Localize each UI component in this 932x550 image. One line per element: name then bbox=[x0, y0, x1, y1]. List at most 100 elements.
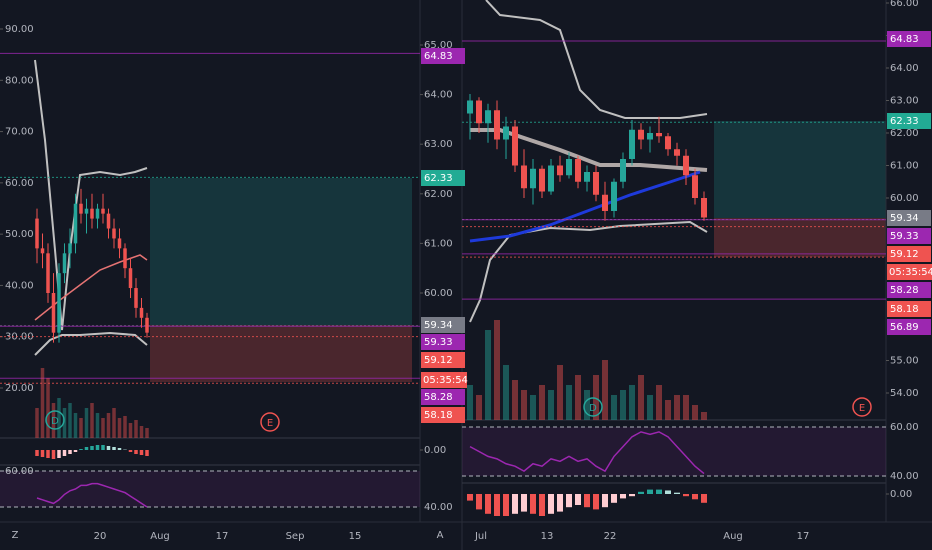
rsi-band bbox=[462, 427, 886, 476]
macd-bar bbox=[40, 450, 45, 457]
macd-bar bbox=[539, 494, 545, 516]
candle-body bbox=[692, 175, 698, 198]
volume-bar bbox=[701, 412, 707, 420]
volume-bar bbox=[530, 395, 536, 420]
lower-band bbox=[469, 220, 708, 323]
macd-bar bbox=[35, 450, 39, 456]
volume-bar bbox=[503, 365, 509, 420]
candle-body bbox=[134, 288, 138, 308]
y2-tick-label: 30.00 bbox=[5, 332, 34, 343]
volume-bar bbox=[593, 375, 599, 420]
macd-bar bbox=[665, 490, 671, 494]
volume-bar bbox=[521, 390, 527, 420]
x-tick-label: 17 bbox=[216, 531, 229, 542]
profit-zone bbox=[714, 121, 886, 218]
x-tick-label: 17 bbox=[797, 531, 810, 542]
price-tag-label: 59.12 bbox=[424, 355, 453, 366]
profit-zone bbox=[150, 178, 412, 325]
macd-bar bbox=[139, 450, 144, 455]
price-tag-label: 64.83 bbox=[424, 51, 453, 62]
candle-body bbox=[46, 253, 50, 293]
volume-bar bbox=[123, 416, 127, 438]
candle-body bbox=[485, 110, 491, 124]
volume-bar bbox=[79, 418, 83, 438]
macd-bar bbox=[683, 494, 689, 497]
candle-body bbox=[62, 253, 67, 274]
macd-tick-label: 0.00 bbox=[890, 489, 912, 500]
volume-bar bbox=[620, 390, 626, 420]
volume-bar bbox=[51, 403, 56, 438]
moving-average bbox=[469, 170, 701, 243]
candle-body bbox=[95, 208, 100, 219]
volume-bar bbox=[629, 385, 635, 420]
macd-bar bbox=[485, 494, 491, 514]
candle-body bbox=[57, 273, 61, 333]
candle-body bbox=[674, 149, 680, 156]
volume-bar bbox=[494, 320, 500, 420]
candle-body bbox=[467, 100, 473, 114]
macd-bar bbox=[566, 494, 572, 508]
candle-body bbox=[476, 100, 482, 124]
volume-bar bbox=[68, 403, 72, 438]
price-tag bbox=[421, 389, 465, 405]
y-tick-label: 63.00 bbox=[890, 96, 919, 107]
countdown: 05:35:54 bbox=[889, 267, 932, 278]
price-tag bbox=[421, 170, 465, 186]
price-tag bbox=[887, 319, 931, 335]
price-tag bbox=[887, 210, 931, 226]
candle-body bbox=[106, 213, 111, 229]
macd-tick-label: 0.00 bbox=[424, 445, 446, 456]
candle-body bbox=[521, 165, 527, 189]
price-tag-label: 59.12 bbox=[890, 249, 919, 260]
y2-tick-label: 70.00 bbox=[5, 127, 34, 138]
volume-bar bbox=[683, 395, 689, 420]
x-tick-label: Aug bbox=[723, 531, 743, 542]
countdown-tag bbox=[421, 372, 467, 388]
price-tag-label: 59.34 bbox=[890, 213, 919, 224]
upper-band bbox=[485, 0, 708, 119]
candle-body bbox=[117, 238, 122, 249]
volume-bar bbox=[584, 390, 590, 420]
price-tag-label: 58.18 bbox=[424, 410, 453, 421]
volume-bar bbox=[548, 390, 554, 420]
volume-bar bbox=[575, 375, 581, 420]
event-label: D bbox=[589, 403, 597, 414]
candle-body bbox=[683, 155, 689, 176]
candle-body bbox=[68, 243, 72, 254]
macd-bar bbox=[467, 494, 473, 501]
price-tag-label: 64.83 bbox=[890, 34, 919, 45]
macd-bar bbox=[68, 450, 72, 454]
y-tick-label: 66.00 bbox=[890, 0, 919, 9]
price-tag bbox=[887, 113, 931, 129]
volume-bar bbox=[485, 330, 491, 420]
volume-bar bbox=[557, 365, 563, 420]
macd-bar bbox=[548, 494, 554, 514]
x-tick-label: 22 bbox=[604, 531, 617, 542]
macd-bar bbox=[521, 494, 527, 512]
y-tick-label: 61.00 bbox=[890, 161, 919, 172]
candle-body bbox=[602, 194, 608, 211]
price-tag-label: 59.33 bbox=[424, 337, 453, 348]
y2-tick-label: 20.00 bbox=[5, 383, 34, 394]
rsi-line bbox=[469, 431, 705, 475]
event-marker bbox=[852, 397, 872, 417]
macd-bar bbox=[73, 450, 78, 452]
volume-bar bbox=[40, 368, 45, 438]
candle-body bbox=[512, 126, 518, 166]
event-label: D bbox=[51, 416, 59, 427]
macd-bar bbox=[101, 445, 105, 450]
rsi-tick-label: 60.00 bbox=[890, 422, 919, 433]
macd-bar bbox=[701, 494, 707, 503]
macd-bar bbox=[593, 494, 599, 510]
y-tick-label: 64.00 bbox=[890, 63, 919, 74]
macd-bar bbox=[57, 450, 61, 458]
macd-bar bbox=[584, 494, 590, 508]
candle-body bbox=[101, 208, 105, 214]
y-tick-label: 64.00 bbox=[424, 90, 453, 101]
price-tag bbox=[421, 334, 465, 350]
y2-tick-label: 40.00 bbox=[5, 280, 34, 291]
y-tick-label: 55.00 bbox=[890, 356, 919, 367]
volume-bar bbox=[95, 413, 100, 438]
event-marker bbox=[260, 412, 280, 432]
